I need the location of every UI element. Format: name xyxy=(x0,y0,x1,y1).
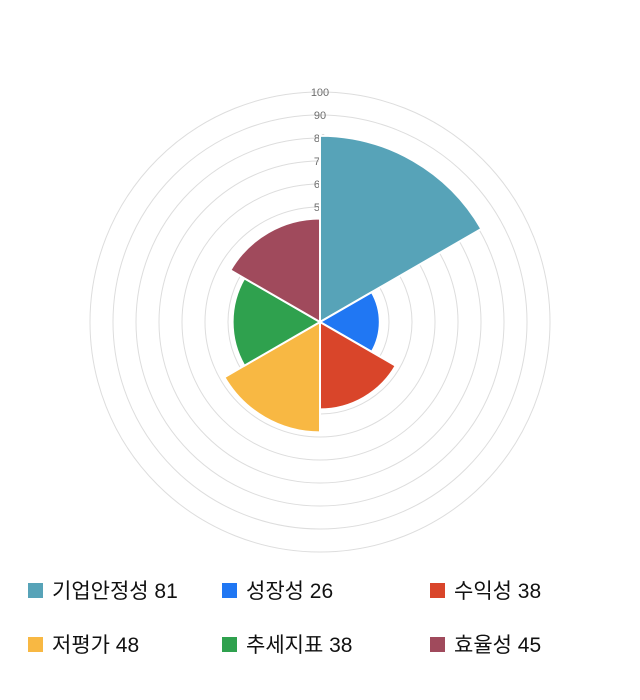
legend-item-1[interactable]: 성장성 26 xyxy=(222,576,430,604)
radial-tick-label: 90 xyxy=(314,110,326,122)
legend-label: 저평가 48 xyxy=(52,634,140,657)
chart-sector-0[interactable] xyxy=(319,134,483,323)
grid-circle xyxy=(89,91,551,553)
legend-item-5[interactable]: 효율성 45 xyxy=(430,630,640,658)
legend-item-2[interactable]: 수익성 38 xyxy=(430,576,640,604)
legend-swatch xyxy=(222,636,237,652)
polar-area-chart: 1009080706050 xyxy=(89,87,551,553)
grid-circle xyxy=(112,114,528,530)
legend-item-3[interactable]: 저평가 48 xyxy=(28,630,222,658)
chart-sector-1[interactable] xyxy=(319,291,381,353)
legend-swatch xyxy=(28,636,43,652)
legend-swatch xyxy=(430,582,445,598)
chart-sector-3[interactable] xyxy=(223,321,321,434)
legend-swatch xyxy=(28,582,43,598)
legend-label: 추세지표 38 xyxy=(246,634,353,657)
legend-swatch xyxy=(430,636,445,652)
legend-label: 성장성 26 xyxy=(246,580,334,603)
radial-tick-label: 100 xyxy=(311,87,329,99)
chart-sector-2[interactable] xyxy=(319,321,397,411)
legend-label: 기업안정성 81 xyxy=(52,580,178,603)
chart-legend: 기업안정성 81 성장성 26 수익성 38 저평가 48 추세지표 38 효율성 45 xyxy=(0,576,640,658)
legend-swatch xyxy=(222,582,237,598)
legend-item-4[interactable]: 추세지표 38 xyxy=(222,630,430,658)
chart-sector-5[interactable] xyxy=(229,217,321,323)
legend-label: 수익성 38 xyxy=(454,580,542,603)
chart-sector-4[interactable] xyxy=(231,277,321,367)
legend-label: 효율성 45 xyxy=(454,634,542,657)
legend-item-0[interactable]: 기업안정성 81 xyxy=(28,576,222,604)
